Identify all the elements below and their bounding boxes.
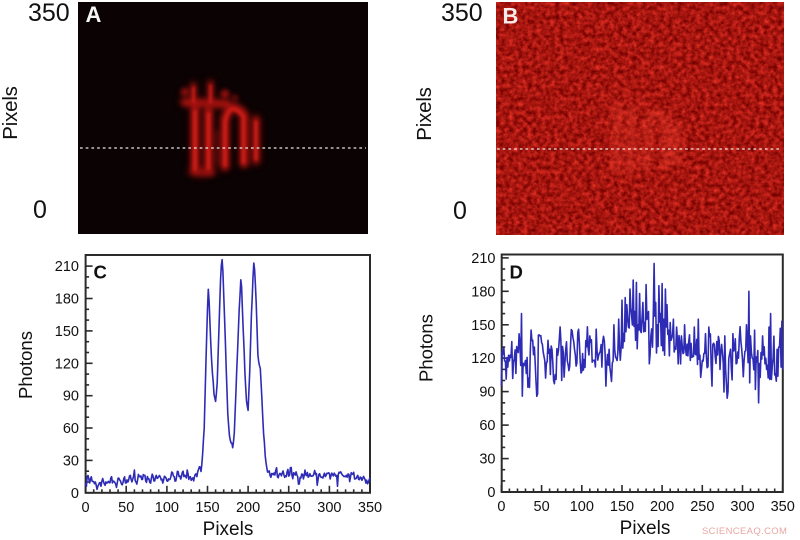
svg-text:300: 300	[317, 500, 341, 516]
svg-text:350: 350	[358, 500, 382, 516]
svg-text:250: 250	[277, 500, 301, 516]
svg-text:C: C	[94, 262, 107, 283]
svg-text:90: 90	[479, 385, 495, 401]
svg-text:210: 210	[471, 251, 495, 267]
svg-text:30: 30	[63, 453, 79, 469]
svg-text:B: B	[503, 4, 519, 29]
svg-text:180: 180	[55, 292, 79, 308]
svg-text:60: 60	[63, 421, 79, 437]
svg-text:150: 150	[55, 324, 79, 340]
svg-text:120: 120	[55, 356, 79, 372]
svg-text:150: 150	[610, 499, 634, 515]
svg-text:120: 120	[471, 351, 495, 367]
svg-text:90: 90	[63, 389, 79, 405]
svg-text:50: 50	[534, 499, 550, 515]
svg-text:A: A	[86, 2, 102, 27]
svg-text:Photons: Photons	[15, 331, 36, 399]
svg-text:0: 0	[487, 485, 495, 501]
svg-text:0: 0	[497, 499, 505, 515]
svg-text:350: 350	[771, 499, 795, 515]
svg-text:0: 0	[82, 500, 90, 516]
svg-text:100: 100	[570, 499, 594, 515]
svg-text:D: D	[510, 262, 523, 283]
svg-text:Pixels: Pixels	[203, 519, 254, 540]
svg-text:50: 50	[118, 500, 134, 516]
svg-text:100: 100	[155, 500, 179, 516]
svg-text:0: 0	[71, 486, 79, 502]
svg-text:60: 60	[479, 418, 495, 434]
svg-text:300: 300	[730, 499, 754, 515]
svg-text:210: 210	[55, 259, 79, 275]
svg-text:250: 250	[690, 499, 714, 515]
svg-text:180: 180	[471, 284, 495, 300]
svg-text:150: 150	[195, 500, 219, 516]
svg-text:150: 150	[471, 318, 495, 334]
svg-text:200: 200	[236, 500, 260, 516]
svg-text:SCIENCEAQ.COM: SCIENCEAQ.COM	[702, 526, 787, 537]
svg-text:Pixels: Pixels	[620, 518, 671, 539]
svg-text:Photons: Photons	[416, 314, 437, 382]
svg-text:200: 200	[650, 499, 674, 515]
svg-text:30: 30	[479, 452, 495, 468]
